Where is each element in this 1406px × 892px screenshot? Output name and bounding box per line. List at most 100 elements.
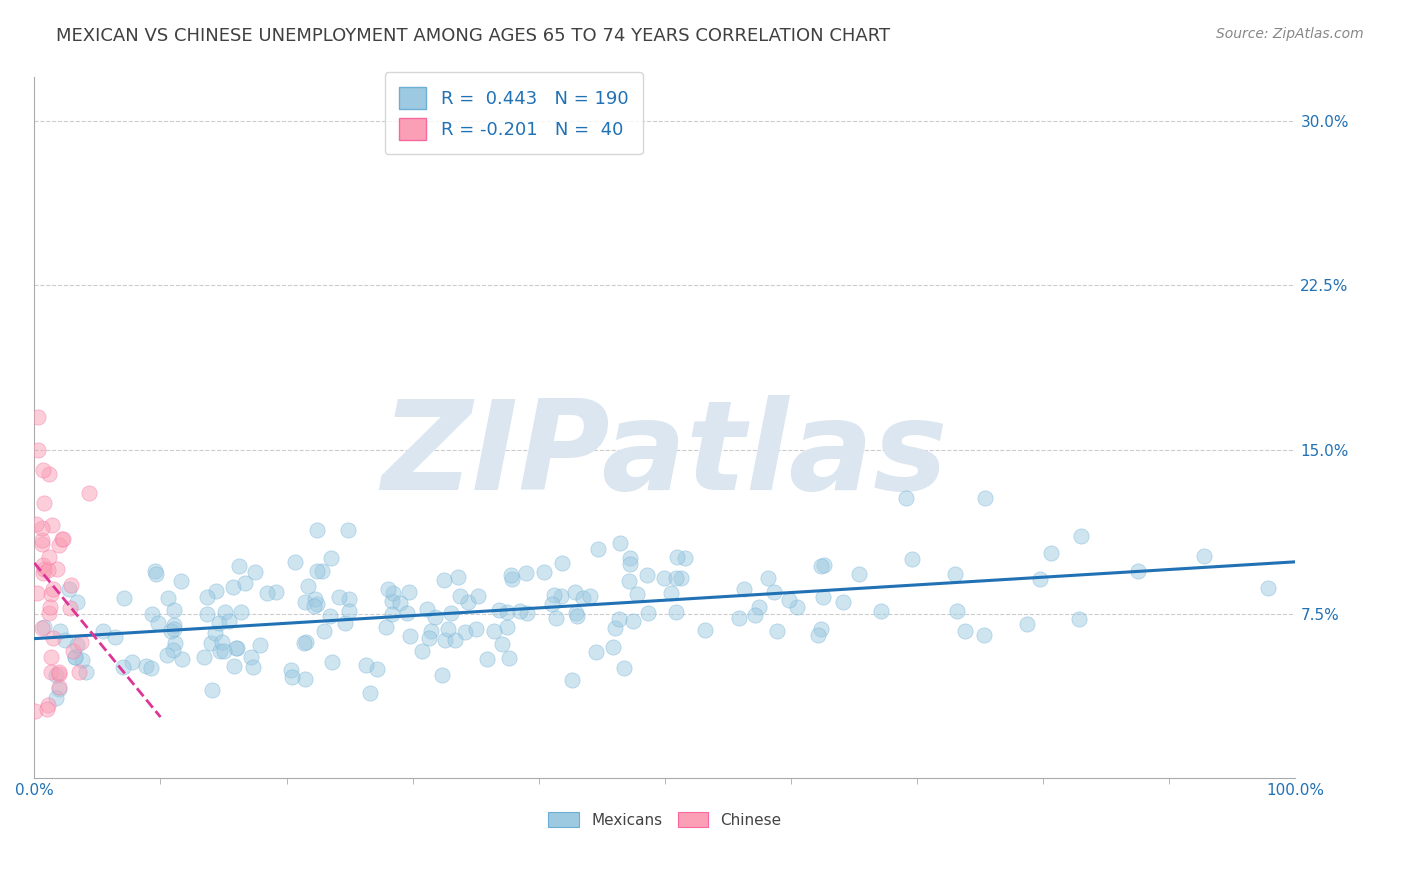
Point [195, 607, 218, 621]
Point [946, 604, 969, 618]
Point [204, 625, 226, 640]
Point [848, 567, 870, 582]
Point [943, 567, 966, 582]
Point [579, 589, 602, 603]
Point [666, 550, 689, 565]
Point [172, 652, 194, 666]
Point [294, 635, 316, 649]
Point [457, 594, 479, 608]
Point [619, 557, 641, 571]
Point [59, 601, 82, 615]
Point [218, 615, 240, 629]
Point [24, 704, 46, 718]
Point [430, 668, 453, 682]
Point [381, 607, 404, 621]
Point [399, 629, 422, 643]
Point [491, 637, 513, 651]
Point [748, 600, 770, 615]
Point [205, 584, 228, 599]
Point [321, 655, 343, 669]
Point [228, 558, 250, 573]
Point [31, 533, 53, 547]
Point [901, 551, 924, 566]
Point [211, 634, 233, 648]
Point [38, 607, 60, 621]
Point [543, 588, 565, 602]
Point [381, 586, 404, 600]
Point [104, 630, 127, 644]
Point [374, 620, 396, 634]
Point [673, 551, 696, 566]
Point [603, 621, 626, 635]
Point [239, 650, 262, 665]
Point [170, 574, 193, 589]
Point [307, 598, 329, 612]
Point [546, 611, 568, 625]
Point [447, 569, 470, 583]
Point [496, 620, 519, 634]
Point [35, 701, 58, 715]
Point [294, 595, 316, 609]
Point [160, 624, 183, 639]
Point [564, 584, 586, 599]
Point [449, 589, 471, 603]
Point [896, 491, 918, 505]
Point [377, 582, 399, 596]
Point [32, 496, 55, 510]
Point [34, 620, 56, 634]
Point [31, 621, 53, 635]
Point [39, 587, 62, 601]
Point [551, 556, 574, 570]
Point [744, 607, 766, 622]
Point [27, 443, 49, 458]
Point [786, 600, 808, 615]
Point [233, 576, 256, 591]
Point [31, 537, 53, 551]
Point [418, 631, 440, 645]
Point [619, 550, 641, 565]
Point [467, 589, 489, 603]
Point [46, 562, 69, 576]
Point [284, 555, 307, 569]
Point [1029, 572, 1052, 586]
Point [778, 592, 800, 607]
Point [1257, 581, 1279, 595]
Legend: Mexicans, Chinese: Mexicans, Chinese [543, 805, 787, 834]
Point [66, 595, 89, 609]
Point [146, 615, 169, 630]
Point [319, 608, 342, 623]
Point [811, 590, 834, 604]
Point [432, 573, 454, 587]
Point [294, 672, 316, 686]
Point [91, 624, 114, 639]
Point [328, 590, 350, 604]
Point [395, 606, 418, 620]
Point [305, 523, 328, 537]
Point [212, 644, 235, 658]
Point [200, 636, 222, 650]
Point [571, 591, 593, 606]
Point [411, 644, 433, 658]
Point [533, 566, 555, 580]
Point [193, 650, 215, 665]
Point [37, 563, 59, 577]
Point [45, 668, 67, 682]
Point [41, 582, 63, 596]
Point [419, 624, 441, 638]
Point [304, 591, 326, 606]
Point [381, 593, 404, 607]
Point [63, 650, 86, 665]
Point [501, 572, 523, 586]
Point [637, 607, 659, 621]
Point [869, 604, 891, 618]
Point [1070, 529, 1092, 543]
Point [302, 599, 325, 613]
Point [1126, 564, 1149, 578]
Point [1067, 612, 1090, 626]
Point [758, 571, 780, 585]
Point [766, 624, 789, 639]
Point [560, 673, 582, 687]
Point [477, 652, 499, 666]
Point [31, 521, 53, 535]
Text: ZIPatlas: ZIPatlas [381, 395, 948, 516]
